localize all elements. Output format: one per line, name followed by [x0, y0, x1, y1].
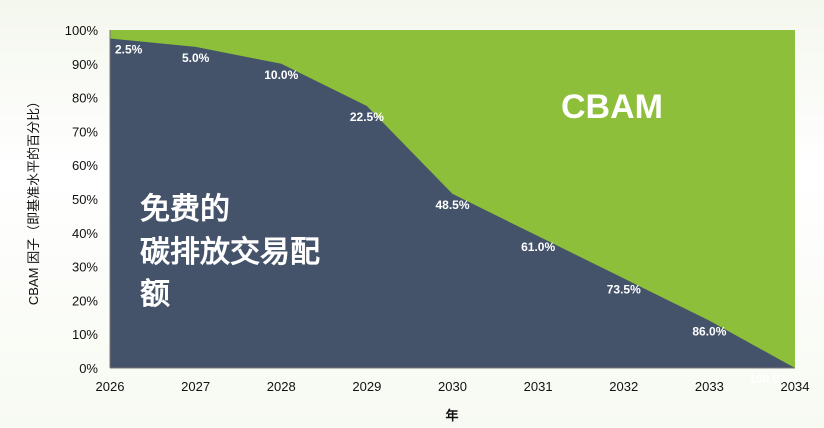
data-label: 2.5% [115, 42, 143, 56]
data-label: 10.0% [264, 68, 298, 82]
data-label: 100.0% [749, 372, 790, 386]
x-tick-label: 2031 [524, 379, 553, 394]
y-tick-label: 90% [72, 57, 98, 72]
data-labels: 2.5% 5.0% 10.0% 22.5% 48.5% 61.0% 73.5% 86.0% 10… [115, 42, 790, 386]
cbam-area-label: CBAM [561, 88, 663, 126]
free-allowance-area [110, 38, 795, 368]
data-label: 22.5% [350, 110, 384, 124]
y-tick-label: 30% [72, 260, 98, 275]
data-label: 86.0% [692, 325, 726, 339]
data-label: 48.5% [435, 198, 469, 212]
data-label: 61.0% [521, 240, 555, 254]
y-tick-label: 70% [72, 124, 98, 139]
x-axis-title: 年 [445, 408, 458, 423]
y-tick-labels: 0% 10% 20% 30% 40% 50% 60% 70% 80% 90% 100% [65, 23, 99, 376]
y-tick-label: 60% [72, 158, 98, 173]
free-allowance-label-line-1: 免费的 [140, 193, 230, 226]
y-tick-label: 10% [72, 327, 98, 342]
y-tick-label: 40% [72, 226, 98, 241]
y-tick-label: 0% [79, 361, 98, 376]
x-tick-label: 2029 [352, 379, 381, 394]
data-label: 73.5% [607, 282, 641, 296]
x-tick-label: 2032 [609, 379, 638, 394]
plot-areas [110, 30, 795, 368]
y-tick-label: 20% [72, 293, 98, 308]
x-tick-label: 2030 [438, 379, 467, 394]
y-tick-label: 50% [72, 192, 98, 207]
free-allowance-label-line-3: 额 [140, 278, 170, 311]
data-label: 5.0% [182, 51, 210, 65]
free-allowance-label-line-2: 碳排放交易配 [140, 235, 320, 269]
x-tick-label: 2026 [96, 379, 125, 394]
y-axis-title: CBAM 因子（即基准水平的百分比） [26, 95, 41, 305]
y-tick-label: 100% [65, 23, 99, 38]
x-tick-labels: 2026 2027 2028 2029 2030 2031 2032 2033 2034 [96, 379, 810, 394]
x-tick-label: 2028 [267, 379, 296, 394]
axes [109, 30, 795, 369]
y-tick-label: 80% [72, 91, 98, 106]
x-tick-label: 2033 [695, 379, 724, 394]
x-tick-label: 2034 [781, 379, 810, 394]
x-tick-label: 2027 [181, 379, 210, 394]
